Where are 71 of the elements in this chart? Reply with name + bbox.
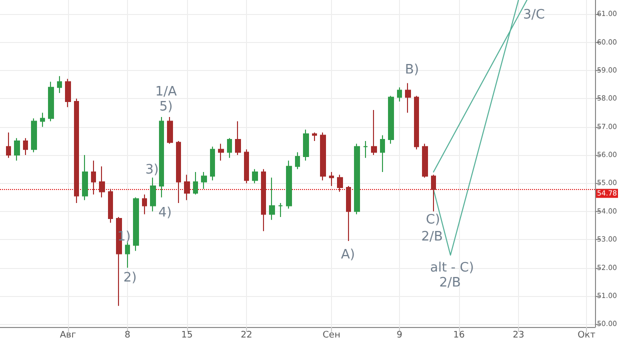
candlestick (108, 188, 113, 224)
candlestick (405, 82, 411, 114)
candlestick (57, 76, 62, 94)
candlestick (380, 134, 385, 172)
annotation: 2) (123, 270, 137, 286)
candlestick (48, 81, 54, 122)
candlestick (201, 171, 207, 190)
candlestick (252, 168, 258, 184)
candlestick (40, 112, 45, 128)
candlestick (14, 138, 20, 162)
candlestick (431, 174, 436, 212)
candlestick (167, 116, 173, 144)
annotation: 4) (158, 206, 172, 220)
candlestick (99, 166, 105, 198)
candlestick (31, 118, 37, 153)
candlestick (286, 160, 292, 210)
candlestick (278, 202, 283, 218)
x-tick-label: Авг (60, 330, 76, 340)
candlestick (397, 86, 402, 102)
candlestick (65, 78, 71, 108)
candlestick (303, 129, 309, 162)
candlestick (422, 143, 428, 178)
annotation: 5) (159, 100, 173, 114)
candlestick (388, 95, 394, 144)
candlestick (142, 194, 147, 215)
candlestick (261, 168, 266, 232)
candlestick (91, 160, 96, 196)
x-tick-label: 8 (124, 330, 131, 340)
candlestick (320, 132, 326, 181)
candlestick (23, 138, 28, 156)
candlestick (312, 132, 317, 142)
candlestick (82, 154, 88, 201)
candlestick (193, 171, 198, 196)
candlestick (371, 109, 377, 156)
annotation: 3) (145, 162, 159, 178)
candlestick (133, 196, 139, 252)
candlestick (150, 177, 156, 212)
annotation: 1/A (155, 84, 177, 100)
x-tick-label: 22 (240, 330, 252, 340)
annotation: C) (426, 212, 440, 228)
candlestick (227, 138, 232, 158)
x-tick-label: 16 (453, 330, 465, 340)
candlestick (295, 152, 300, 170)
candlestick (329, 171, 334, 187)
candlestick (269, 177, 275, 220)
x-tick-label: 23 (512, 330, 524, 340)
annotation: 3/C (523, 8, 545, 22)
annotation: 2/B (421, 230, 443, 244)
candlestick (235, 120, 241, 156)
candlestick (159, 116, 164, 198)
candlestick (125, 242, 130, 268)
candlestick (354, 143, 360, 215)
candlestick (414, 95, 419, 150)
annotation: 2/B (439, 276, 461, 290)
candlestick (363, 140, 368, 158)
x-tick-label: 9 (396, 330, 403, 340)
candlestick (176, 140, 181, 204)
candlestick (337, 174, 343, 192)
candlestick (244, 148, 249, 184)
candlestick (74, 98, 79, 204)
candlestick (184, 174, 190, 201)
x-tick-label: 15 (181, 330, 193, 340)
annotation: A) (341, 248, 355, 262)
annotation: B) (405, 62, 419, 78)
candlestick (218, 143, 224, 162)
x-tick-label: Сен (322, 330, 340, 340)
annotation: alt - C) (430, 260, 474, 276)
candlestick (6, 132, 11, 158)
x-tick-label: Окт (578, 330, 596, 340)
candlestick (210, 146, 215, 181)
candlestick (346, 186, 351, 242)
